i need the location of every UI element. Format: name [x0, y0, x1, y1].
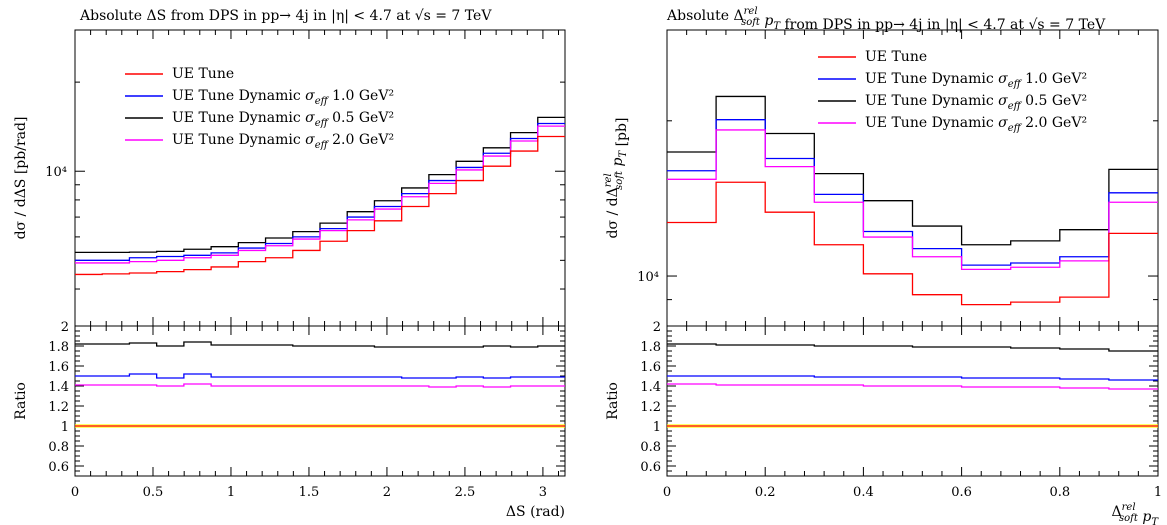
x-tick-label: 0.2: [755, 485, 776, 500]
y-tick-label: 10⁴: [637, 270, 659, 285]
x-tick-label: 0.4: [853, 485, 874, 500]
ratio-y-tick-label: 1: [61, 420, 69, 435]
ratio-y-tick-label: 1: [653, 420, 661, 435]
ratio-axis-label: Ratio: [605, 382, 621, 420]
panel-pt: Absolute Δrel soft pT from DPS in pp→ 4j …: [603, 6, 1162, 525]
legend-label: UE Tune Dynamic σeff 2.0 GeV²: [865, 115, 1087, 134]
y-tick-label: 10⁴: [45, 165, 67, 180]
y-axis-label: dσ / dΔS [pb/rad]: [13, 117, 29, 240]
legend-label: UE Tune Dynamic σeff 0.5 GeV²: [865, 93, 1087, 112]
ratio-y-tick-label: 1.2: [640, 400, 661, 415]
y-axis-label: dσ / dΔrelsoft pT [pb]: [603, 118, 630, 239]
ratio-y-tick-label: 1.8: [48, 340, 69, 355]
panel-ds: Absolute ΔS from DPS in pp→ 4j in |η| < …: [13, 8, 566, 520]
ratio-y-tick-label: 1.4: [640, 380, 661, 395]
ratio-y-tick-label: 1.6: [48, 360, 69, 375]
series-line-dyn_0_5: [667, 95, 1158, 246]
ratio-y-tick-label: 1.8: [640, 340, 661, 355]
x-tick-label: 1: [227, 485, 235, 500]
series-line-dyn_2_0: [667, 129, 1158, 271]
x-tick-label: 1: [1154, 485, 1162, 500]
x-tick-label: 0.5: [143, 485, 164, 500]
ratio-line-dyn_0_5: [75, 341, 565, 348]
legend-label: UE Tune: [172, 66, 234, 82]
x-tick-label: 0: [663, 485, 671, 500]
legend-label: UE Tune Dynamic σeff 1.0 GeV²: [865, 71, 1087, 90]
ratio-y-tick-label: 0.6: [48, 460, 69, 475]
x-tick-label: 0.6: [951, 485, 972, 500]
ratio-y-tick-label: 0.8: [640, 440, 661, 455]
series-line-ue_tune: [75, 135, 565, 276]
ratio-line-dyn_2_0: [75, 383, 565, 388]
ratio-y-tick-label: 2: [61, 320, 69, 335]
x-tick-label: 0: [71, 485, 79, 500]
ratio-axis-label: Ratio: [13, 382, 29, 420]
ratio-line-dyn_1_0: [75, 373, 565, 379]
series-line-ue_tune: [667, 181, 1158, 306]
x-axis-label: ΔS (rad): [506, 504, 565, 520]
legend-label: UE Tune: [865, 49, 927, 65]
legend-label: UE Tune Dynamic σeff 2.0 GeV²: [172, 132, 394, 151]
ratio-y-tick-label: 0.6: [640, 460, 661, 475]
ratio-line-dyn_0_5: [667, 343, 1158, 352]
x-axis-label: Δrel soft pT: [1112, 502, 1160, 525]
legend-label: UE Tune Dynamic σeff 1.0 GeV²: [172, 88, 394, 107]
x-tick-label: 3: [539, 485, 547, 500]
x-tick-label: 1.5: [299, 485, 320, 500]
chart-title: Absolute Δrel soft pT from DPS in pp→ 4j …: [666, 6, 1106, 33]
x-tick-label: 2: [383, 485, 391, 500]
ratio-line-dyn_1_0: [667, 375, 1158, 381]
ratio-y-tick-label: 1.4: [48, 380, 69, 395]
series-line-dyn_2_0: [75, 125, 565, 264]
x-tick-label: 0.8: [1049, 485, 1070, 500]
ratio-plot-frame: [74, 325, 566, 477]
ratio-y-tick-label: 1.6: [640, 360, 661, 375]
chart-title: Absolute ΔS from DPS in pp→ 4j in |η| < …: [79, 8, 492, 24]
x-tick-label: 2.5: [455, 485, 476, 500]
ratio-y-tick-label: 0.8: [48, 440, 69, 455]
ratio-y-tick-label: 1.2: [48, 400, 69, 415]
ratio-line-dyn_2_0: [667, 383, 1158, 390]
legend-label: UE Tune Dynamic σeff 0.5 GeV²: [172, 110, 394, 129]
ratio-y-tick-label: 2: [653, 320, 661, 335]
